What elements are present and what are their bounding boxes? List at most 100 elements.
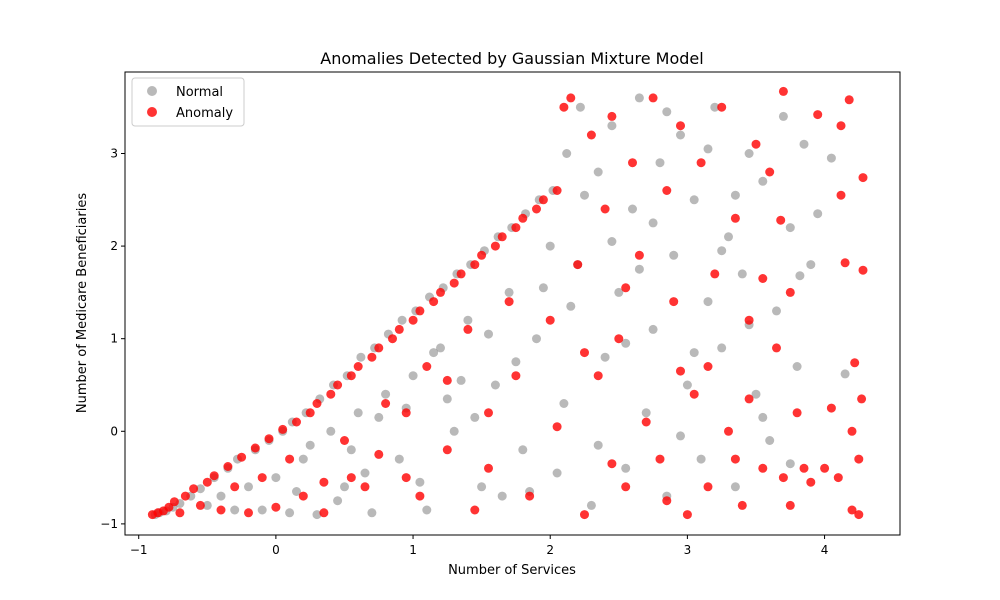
anomaly-point xyxy=(847,505,857,515)
anomaly-point xyxy=(518,213,528,223)
anomaly-point xyxy=(758,463,768,473)
anomaly-point xyxy=(559,102,569,112)
anomaly-point xyxy=(463,324,473,334)
normal-point xyxy=(340,482,349,492)
anomaly-point xyxy=(744,394,754,404)
anomaly-point xyxy=(353,362,363,371)
normal-point xyxy=(575,102,585,112)
anomaly-point xyxy=(751,139,761,149)
anomaly-point xyxy=(689,389,699,399)
anomaly-point xyxy=(408,315,418,325)
normal-point xyxy=(696,454,706,464)
normal-point xyxy=(641,408,651,418)
anomaly-point xyxy=(244,508,253,518)
anomaly-point xyxy=(477,250,487,260)
anomaly-point xyxy=(429,297,439,307)
anomaly-point xyxy=(778,473,788,483)
normal-point xyxy=(826,153,836,163)
anomaly-point xyxy=(703,482,713,492)
anomaly-point xyxy=(858,173,868,183)
anomaly-point xyxy=(836,190,846,200)
x-tick-label: 0 xyxy=(272,543,280,557)
anomaly-point xyxy=(641,417,651,427)
anomaly-point xyxy=(573,260,583,270)
y-axis: −1 0 1 2 3 xyxy=(100,146,125,531)
anomaly-point xyxy=(202,477,212,487)
anomaly-point xyxy=(724,426,733,436)
anomaly-point xyxy=(374,449,384,459)
x-tick-label: 3 xyxy=(684,543,692,557)
normal-point xyxy=(504,287,514,297)
x-axis-label: Number of Services xyxy=(448,563,576,578)
anomaly-point xyxy=(776,215,786,225)
y-tick-label: 2 xyxy=(110,239,118,253)
anomaly-point xyxy=(600,204,610,214)
normal-point xyxy=(662,107,672,117)
normal-point xyxy=(356,352,366,362)
anomaly-point xyxy=(442,375,452,385)
normal-point xyxy=(724,232,733,242)
normal-point xyxy=(422,505,432,515)
normal-point xyxy=(367,508,377,518)
legend-marker-anomaly xyxy=(147,107,157,117)
anomaly-point xyxy=(806,477,816,487)
normal-point xyxy=(360,468,370,478)
anomaly-point xyxy=(607,111,617,121)
normal-point xyxy=(730,190,740,200)
normal-point xyxy=(737,269,747,279)
normal-point xyxy=(346,445,356,455)
anomaly-point xyxy=(401,473,411,483)
x-tick-label: −1 xyxy=(130,543,148,557)
anomaly-point xyxy=(470,505,480,515)
anomaly-point xyxy=(799,463,809,473)
normal-point xyxy=(374,412,384,422)
anomaly-point xyxy=(593,371,603,381)
normal-point xyxy=(703,297,713,307)
normal-point xyxy=(634,264,644,274)
y-tick-label: −1 xyxy=(100,517,118,531)
normal-point xyxy=(628,204,637,214)
normal-point xyxy=(765,436,775,445)
anomaly-point xyxy=(223,462,233,471)
normal-point xyxy=(614,287,624,297)
anomaly-point xyxy=(758,274,768,283)
normal-point xyxy=(305,440,315,450)
anomaly-point xyxy=(847,426,857,436)
chart-title: Anomalies Detected by Gaussian Mixture M… xyxy=(320,49,703,68)
normal-point xyxy=(545,241,555,251)
anomaly-point xyxy=(634,250,644,260)
legend-label-normal: Normal xyxy=(176,85,223,100)
y-tick-label: 3 xyxy=(110,146,118,160)
normal-point xyxy=(449,426,459,436)
anomaly-point xyxy=(820,463,830,473)
normal-point xyxy=(717,343,727,353)
anomaly-point xyxy=(785,287,795,297)
anomaly-point xyxy=(312,399,322,408)
normal-point xyxy=(312,510,322,520)
anomaly-point xyxy=(545,315,555,325)
normal-point xyxy=(593,440,603,450)
normal-point xyxy=(792,362,802,371)
anomaly-point xyxy=(189,484,199,494)
anomaly-point xyxy=(676,366,685,376)
legend: Normal Anomaly xyxy=(131,77,245,127)
normal-point xyxy=(298,454,308,464)
anomaly-point xyxy=(607,459,617,469)
anomaly-point xyxy=(442,445,452,455)
anomaly-point xyxy=(850,358,860,368)
anomaly-point xyxy=(381,399,391,408)
anomaly-point xyxy=(669,297,679,307)
anomaly-point xyxy=(415,306,425,316)
anomaly-point xyxy=(264,434,274,444)
normal-point xyxy=(271,473,281,483)
normal-point xyxy=(456,375,466,385)
anomaly-point xyxy=(737,500,747,510)
anomaly-point xyxy=(401,408,411,418)
anomaly-point xyxy=(470,260,480,270)
normal-point xyxy=(710,102,720,112)
anomaly-point xyxy=(765,167,775,177)
normal-point xyxy=(669,250,679,260)
normal-point xyxy=(758,176,768,186)
normal-point xyxy=(751,389,761,399)
